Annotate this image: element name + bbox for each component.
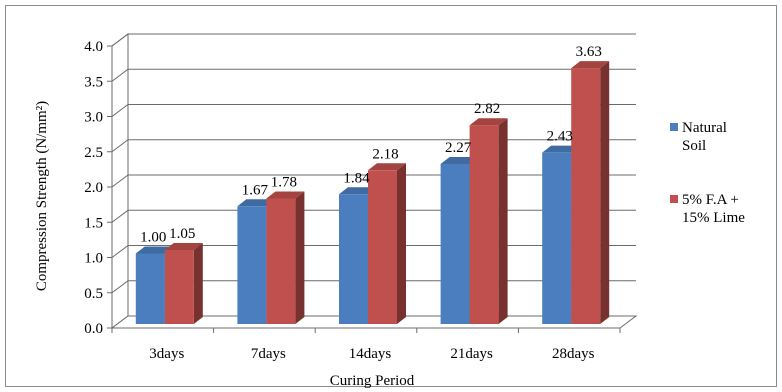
data-label: 3.63 xyxy=(576,44,602,60)
bar xyxy=(571,61,610,325)
legend: Natural Soil 5% F.A + 15% Lime xyxy=(670,120,745,226)
bar-side xyxy=(397,163,406,324)
bar-top xyxy=(542,145,581,153)
bar-front xyxy=(164,249,194,324)
legend-entry: Natural Soil xyxy=(670,120,727,154)
x-tick-label: 7days xyxy=(251,346,286,362)
data-label: 2.43 xyxy=(547,129,573,145)
gridline xyxy=(111,33,636,47)
bar-top xyxy=(368,163,406,171)
data-label: 1.67 xyxy=(242,182,269,198)
x-tick-label: 28days xyxy=(552,346,595,362)
bar xyxy=(164,242,203,324)
legend-swatch xyxy=(670,123,678,131)
bar-front xyxy=(266,198,296,324)
bar-front xyxy=(440,163,470,324)
bar-top xyxy=(469,118,508,126)
legend-label: 5% F.A + xyxy=(682,192,739,208)
y-tick-label: 0.5 xyxy=(84,286,103,302)
y-tick-label: 0.0 xyxy=(84,321,103,337)
bar-front xyxy=(237,206,267,324)
gridline xyxy=(111,68,636,82)
data-label: 1.00 xyxy=(140,230,166,246)
y-tick-label: 4.0 xyxy=(84,39,103,55)
data-label: 1.78 xyxy=(271,175,297,191)
data-label: 2.27 xyxy=(445,140,472,156)
legend-swatch xyxy=(670,195,678,203)
bar-top xyxy=(237,199,276,207)
legend-entry: 5% F.A + 15% Lime xyxy=(670,192,745,226)
data-label: 1.84 xyxy=(343,170,370,186)
y-tick-label: 3.5 xyxy=(84,74,103,90)
data-label: 2.82 xyxy=(474,101,500,117)
bar-top xyxy=(571,61,610,69)
legend-label: Natural xyxy=(682,120,727,136)
legend-label: 15% Lime xyxy=(682,210,745,226)
bars xyxy=(135,61,610,325)
data-label: 2.18 xyxy=(372,146,398,162)
y-tick-label: 1.0 xyxy=(84,251,103,267)
bar-side xyxy=(295,191,305,324)
x-tick-label: 3days xyxy=(149,346,184,362)
bar-top xyxy=(135,246,174,254)
x-tick-labels: 3days 7days 14days 21days 28days xyxy=(149,346,594,362)
y-tick-label: 2.0 xyxy=(84,180,103,196)
x-tick-label: 14days xyxy=(349,346,392,362)
legend-label: Soil xyxy=(682,138,706,154)
y-tick-label: 3.0 xyxy=(84,110,103,126)
data-label: 1.05 xyxy=(169,226,195,242)
gridline xyxy=(111,104,636,117)
bar xyxy=(266,191,305,324)
bar-front xyxy=(542,152,572,324)
bar-side xyxy=(600,61,610,325)
y-tick-label: 2.5 xyxy=(84,145,103,161)
gridline xyxy=(111,139,636,153)
bar xyxy=(469,118,508,324)
bar-top xyxy=(339,187,377,195)
bar xyxy=(368,163,406,324)
bar-side xyxy=(193,242,203,324)
y-tick-label: 1.5 xyxy=(84,215,103,231)
x-axis-title: Curing Period xyxy=(330,373,415,389)
bar-front xyxy=(469,125,499,324)
x-tick-label: 21days xyxy=(450,346,493,362)
bar-top xyxy=(164,242,203,250)
bar-front xyxy=(135,253,165,324)
y-axis-title: Compression Strength (N/mm²) xyxy=(34,101,50,291)
bar-front xyxy=(571,68,601,325)
bar-top xyxy=(440,156,479,164)
bar-front xyxy=(368,170,397,324)
y-tick-labels: 0.0 0.5 1.0 1.5 2.0 2.5 3.0 3.5 4.0 xyxy=(84,39,103,337)
data-labels: 1.00 1.05 1.67 1.78 1.842.18 2.27 2.82 2.43 3.63 xyxy=(140,44,602,245)
bar-top xyxy=(266,191,305,199)
bar-front xyxy=(339,194,368,324)
bar-side xyxy=(498,118,508,324)
